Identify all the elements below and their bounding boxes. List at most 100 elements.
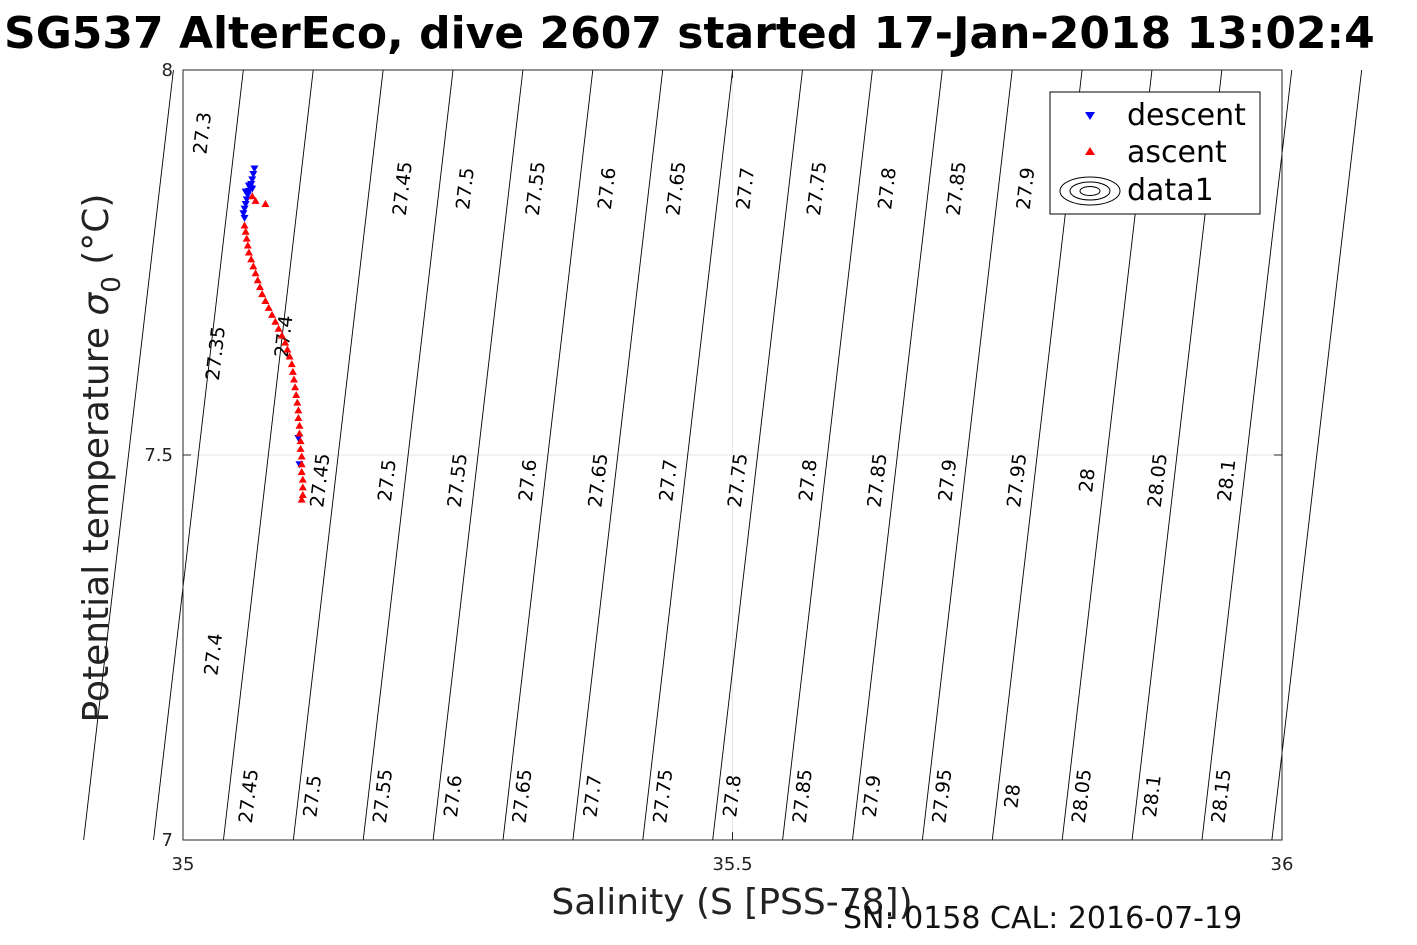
ascent-point <box>287 360 296 368</box>
descent-point <box>250 165 259 173</box>
contour-label: 28 <box>1000 783 1025 810</box>
ascent-point <box>255 283 264 291</box>
descent-point <box>240 214 249 222</box>
isopycnal-27-4 <box>222 69 314 841</box>
contour-label: 27.3 <box>189 111 216 156</box>
y-label-unit: (°C) <box>76 194 117 277</box>
contour-label: 27.9 <box>1013 166 1040 211</box>
isopycnal-27-6 <box>502 69 594 841</box>
ascent-point <box>296 444 305 452</box>
ascent-point <box>253 276 262 284</box>
descent-point <box>240 205 249 213</box>
descent-point <box>249 170 258 178</box>
ascent-point <box>244 248 253 256</box>
ascent-point <box>261 297 270 304</box>
legend-box <box>1049 91 1261 215</box>
ascent-point <box>298 475 307 483</box>
descent-point <box>241 200 250 208</box>
contour-label: 27.7 <box>732 166 759 211</box>
x-axis-label: Salinity (S [PSS-78]) <box>551 882 912 923</box>
ascent-point <box>283 345 292 353</box>
calibration-footer: SN: 0158 CAL: 2016-07-19 <box>843 901 1242 936</box>
isopycnal-28-15 <box>1271 69 1363 841</box>
ascent-point <box>249 262 258 270</box>
legend-descent-marker <box>1085 112 1095 120</box>
ascent-point <box>297 495 306 503</box>
contour-icon-ring-middle <box>1069 181 1111 201</box>
ascent-point <box>264 303 273 311</box>
descent-point <box>294 435 303 443</box>
ascent-point <box>295 421 304 429</box>
legend-contour-icon <box>1059 176 1121 206</box>
isopycnal-27-5 <box>362 69 454 841</box>
ascent-point <box>261 199 270 207</box>
isopycnal-27-8 <box>782 69 873 841</box>
ascent-point <box>251 196 260 204</box>
ascent-point <box>297 452 306 460</box>
contour-label: 27.7 <box>580 774 607 819</box>
data-points <box>239 165 307 503</box>
y-axis-label: Potential temperature σ0 (°C) <box>76 194 127 723</box>
ascent-point <box>292 390 301 398</box>
ascent-point <box>296 437 305 445</box>
isopycnal-27-55 <box>432 69 524 841</box>
contour-icon-ring-inner <box>1079 186 1101 196</box>
ascent-point <box>248 192 257 200</box>
ascent-point <box>247 255 256 263</box>
ascent-point <box>285 352 294 360</box>
ascent-point <box>242 234 251 242</box>
ascent-point <box>297 460 306 468</box>
y-label-sigma: σ <box>76 292 117 316</box>
ascent-point <box>274 324 283 332</box>
contour-label: 27.5 <box>452 166 479 211</box>
contour-label: 27.5 <box>374 458 401 503</box>
ascent-point <box>251 269 260 277</box>
legend-ascent-marker <box>1085 147 1095 155</box>
contour-label: 28 <box>1075 467 1100 494</box>
contour-labels: 27.327.3527.427.4527.427.4527.527.4527.5… <box>189 111 1240 825</box>
isopycnal-27-45 <box>292 69 384 841</box>
ascent-point <box>271 317 280 325</box>
axis-ticks: 35 35.5 36 7 7.5 8 <box>144 60 1293 875</box>
ascent-point <box>288 367 297 375</box>
isopycnal-27-35 <box>153 69 244 841</box>
isopycnal-27-75 <box>712 69 803 841</box>
contour-label: 27.8 <box>719 774 746 819</box>
descent-point <box>242 196 251 204</box>
chart-title: SG537 AlterEco, dive 2607 started 17-Jan… <box>4 8 1375 59</box>
ascent-point <box>295 429 304 437</box>
descent-point <box>248 185 257 193</box>
contour-label: 27.8 <box>874 166 901 211</box>
descent-point <box>248 176 257 184</box>
contour-label: 27.6 <box>440 774 467 819</box>
gridlines <box>183 70 1282 840</box>
legend: descent ascent data1 <box>1049 91 1261 215</box>
ascent-point <box>297 467 306 475</box>
contour-label: 28.1 <box>1214 458 1241 503</box>
ascent-point <box>298 483 307 491</box>
isopycnal-27-85 <box>852 69 943 841</box>
y-label-subscript: 0 <box>97 276 127 293</box>
x-tick-label: 36 <box>1271 854 1294 875</box>
x-tick-label: 35.5 <box>712 854 752 875</box>
ascent-point <box>277 331 286 339</box>
contour-label: 27.5 <box>299 774 326 819</box>
ascent-point <box>281 338 290 346</box>
ascent-point <box>258 290 267 298</box>
contour-label: 27.8 <box>795 458 822 503</box>
y-tick-label: 7 <box>162 830 173 851</box>
isopycnal-27-3 <box>83 69 174 841</box>
ascent-point <box>294 406 303 414</box>
contour-label: 27.6 <box>594 166 621 211</box>
ascent-point <box>291 383 300 391</box>
descent-point <box>241 188 250 196</box>
contour-label: 27.6 <box>515 458 542 503</box>
legend-ascent-label: ascent <box>1127 135 1227 170</box>
contour-icon-ring-outer <box>1059 176 1121 206</box>
legend-descent-label: descent <box>1127 98 1246 133</box>
ascent-point <box>289 375 298 383</box>
ascent-point <box>243 241 252 249</box>
legend-data1-label: data1 <box>1127 173 1214 208</box>
x-tick-label: 35 <box>172 854 195 875</box>
